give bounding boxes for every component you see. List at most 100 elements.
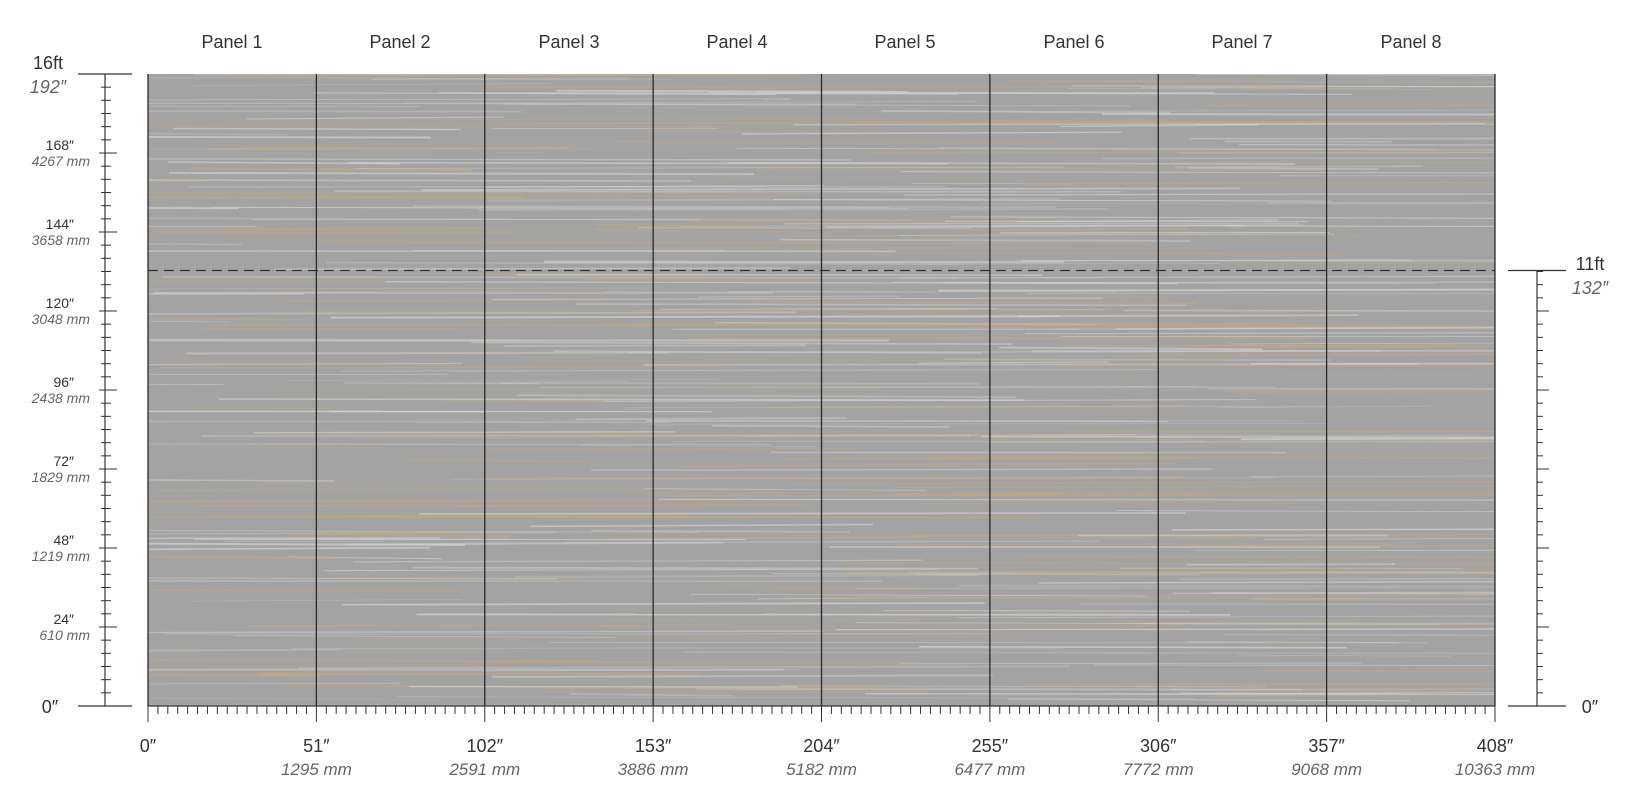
texture-streak	[148, 555, 336, 560]
texture-streak	[938, 288, 1495, 292]
texture-streak	[604, 291, 936, 293]
texture-streak	[371, 78, 630, 80]
texture-streak	[1224, 140, 1392, 143]
texture-streak	[500, 381, 980, 385]
texture-streak	[779, 238, 1191, 242]
height-mm-label: 1829 mm	[32, 469, 91, 485]
texture-streak	[943, 280, 1495, 285]
texture-streak	[148, 243, 243, 246]
texture-streak	[1172, 591, 1495, 595]
right-in-label: 132″	[1572, 278, 1609, 298]
texture-streak	[168, 171, 754, 176]
texture-streak	[193, 74, 849, 76]
texture-streak	[341, 602, 985, 606]
texture-streak	[484, 476, 1183, 480]
texture-streak	[620, 193, 926, 195]
height-mm-label: 2438 mm	[31, 390, 91, 406]
texture-streak	[148, 648, 341, 652]
texture-streak	[484, 184, 824, 188]
texture-streak	[642, 423, 1327, 425]
texture-streak	[1225, 225, 1495, 228]
texture-streak	[554, 74, 788, 75]
texture-streak	[919, 645, 1347, 649]
texture-streak	[715, 321, 1098, 326]
texture-streak	[285, 299, 606, 303]
texture-streak	[419, 512, 1186, 515]
texture-streak	[1212, 591, 1495, 595]
right-height-axis: 11ft 132″ 0″	[1508, 254, 1609, 717]
texture-streak	[864, 692, 1495, 696]
texture-streak	[343, 382, 539, 385]
texture-streak	[1240, 437, 1495, 441]
texture-streak	[1181, 151, 1495, 154]
width-mm-label: 10363 mm	[1455, 760, 1535, 779]
texture-streak	[148, 110, 522, 113]
texture-streak	[148, 360, 458, 363]
texture-streak	[173, 127, 461, 131]
texture-streak	[405, 381, 630, 384]
texture-streak	[958, 585, 1495, 588]
height-inch-label: 96″	[53, 374, 74, 390]
texture-streak	[707, 92, 1352, 95]
texture-streak	[950, 216, 1495, 219]
panel-label-8: Panel 8	[1380, 32, 1441, 52]
texture-streak	[898, 275, 1495, 279]
panel-label-5: Panel 5	[874, 32, 935, 52]
texture-streak	[516, 394, 1017, 398]
texture-streak	[148, 420, 671, 423]
texture-streak	[209, 207, 908, 209]
texture-streak	[262, 432, 634, 436]
texture-streak	[1060, 124, 1259, 128]
texture-streak	[412, 566, 979, 570]
texture-streak	[1230, 689, 1470, 693]
texture-streak	[244, 145, 478, 150]
height-top-in-label: 192″	[30, 77, 67, 97]
texture-streak	[644, 488, 926, 491]
texture-streak	[1179, 578, 1495, 580]
texture-streak	[148, 125, 731, 127]
texture-streak	[884, 609, 1191, 612]
texture-streak	[788, 481, 1495, 485]
texture-streak	[583, 278, 823, 282]
texture-streak	[385, 281, 1178, 285]
texture-streak	[248, 624, 644, 627]
texture-streak	[846, 570, 1495, 574]
texture-streak	[516, 274, 1043, 276]
texture-streak	[513, 573, 980, 578]
texture-streak	[925, 455, 1495, 459]
texture-streak	[689, 336, 1310, 340]
texture-streak	[1014, 491, 1495, 494]
texture-streak	[769, 405, 1189, 408]
texture-streak	[281, 290, 603, 293]
left-height-axis: 16ft 192″ 0″ 168″4267 mm 144″3658 mm 120″3…	[30, 53, 132, 717]
width-inch-label: 357″	[1308, 736, 1345, 756]
texture-streak	[1260, 670, 1495, 673]
texture-streak	[606, 322, 1299, 326]
width-inch-label: 51″	[303, 736, 330, 756]
texture-streak	[148, 158, 851, 161]
texture-streak	[310, 531, 462, 535]
width-inch-label: 102″	[467, 736, 504, 756]
texture-streak	[825, 224, 1244, 228]
texture-streak	[491, 297, 1103, 300]
texture-streak	[681, 462, 1173, 467]
texture-streak	[409, 685, 798, 688]
texture-streak	[1175, 165, 1424, 169]
texture-streak	[881, 109, 1171, 114]
texture-streak	[1278, 174, 1495, 177]
texture-streak	[148, 105, 421, 107]
texture-streak	[556, 89, 908, 93]
texture-streak	[939, 146, 1435, 150]
texture-streak	[627, 350, 1380, 354]
texture-streak	[491, 674, 993, 678]
texture-streak	[148, 479, 335, 482]
texture-streak	[737, 300, 1196, 304]
texture-streak	[254, 431, 675, 434]
texture-streak	[943, 358, 1330, 361]
texture-streak	[353, 559, 923, 563]
texture-streak	[897, 233, 1335, 236]
panel-label-1: Panel 1	[201, 32, 262, 52]
texture-streak	[1102, 113, 1495, 116]
texture-streak	[1218, 405, 1431, 409]
texture-streak	[148, 674, 322, 677]
